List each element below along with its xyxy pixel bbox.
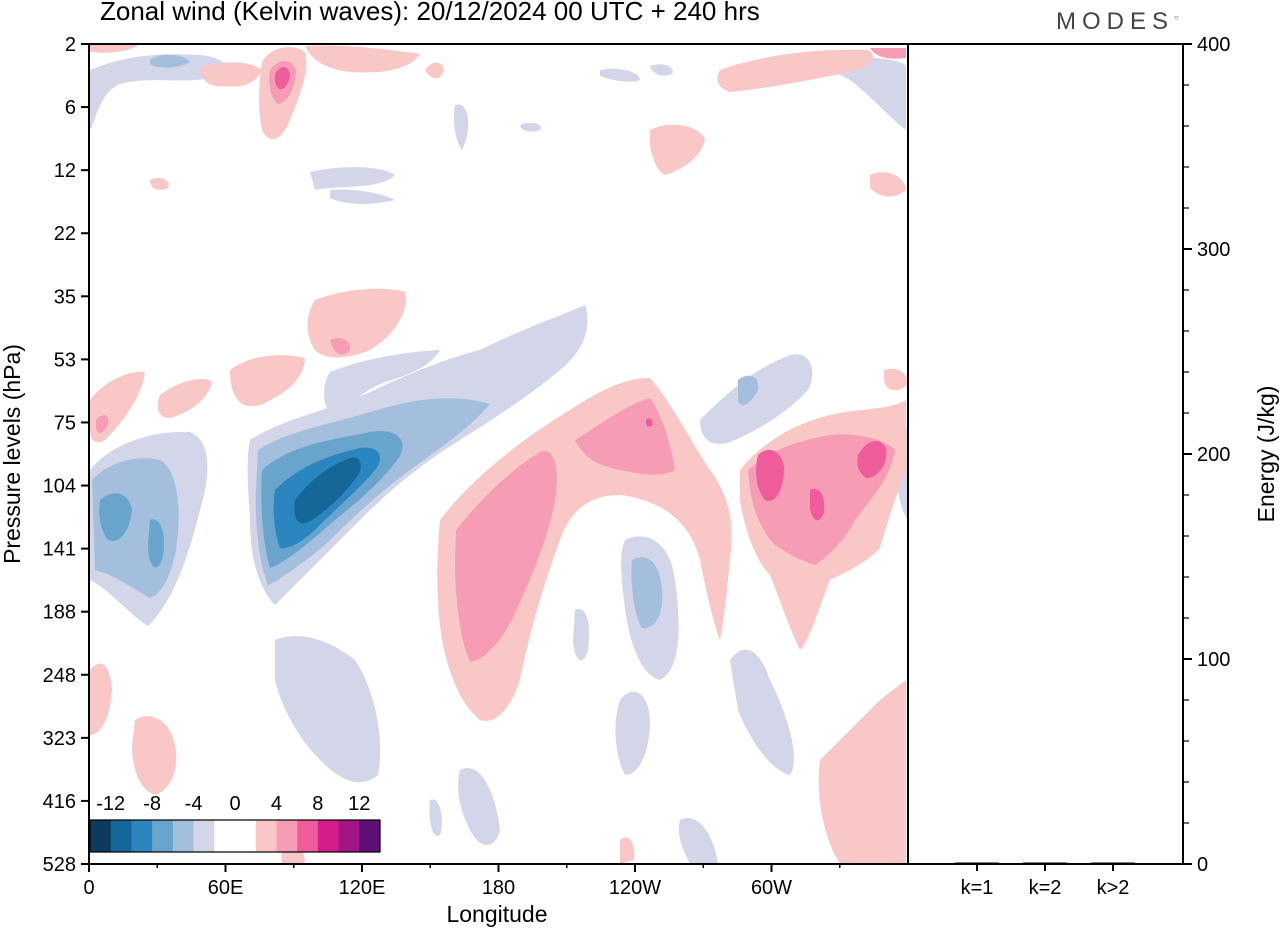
heatmap-field — [90, 44, 908, 864]
energy-axis: 0 100 200 300 400 — [1183, 34, 1230, 876]
x-tick-label: 120W — [609, 877, 661, 899]
colorbar-swatch — [152, 820, 174, 852]
y-tick-label: 2 — [65, 34, 76, 56]
colorbar-label: -8 — [143, 793, 161, 815]
y-tick-label: 12 — [54, 160, 76, 182]
colorbar-swatch — [214, 820, 236, 852]
y-tick-label: 416 — [43, 791, 76, 813]
colorbar-label: 0 — [229, 793, 240, 815]
y-tick-label: 53 — [54, 349, 76, 371]
energy-tick-label: 100 — [1197, 649, 1230, 671]
x-tick-label: 0 — [83, 877, 94, 899]
colorbar-swatch — [131, 820, 153, 852]
negative-anomalies — [90, 54, 908, 864]
y-tick-label: 528 — [43, 854, 76, 876]
colorbar-label: -4 — [185, 793, 203, 815]
colorbar-swatch — [172, 820, 194, 852]
energy-tick-label: 400 — [1197, 34, 1230, 56]
energy-axis-title: Energy (J/kg) — [1253, 386, 1279, 523]
colorbar-swatch — [90, 820, 112, 852]
chart-title: Zonal wind (Kelvin waves): 20/12/2024 00… — [100, 0, 760, 26]
y-tick-label: 104 — [43, 476, 76, 498]
colorbar-swatch — [255, 820, 277, 852]
energy-bar — [1023, 862, 1067, 864]
energy-bar — [955, 862, 999, 864]
modes-logo: MODES○ — [1056, 8, 1179, 35]
energy-tick-label: 300 — [1197, 239, 1230, 261]
colorbar: -12 -8 -4 0 4 8 12 — [89, 793, 381, 853]
colorbar-label: -12 — [96, 793, 125, 815]
x-tick-label: 60W — [751, 877, 792, 899]
x-tick-label: 180 — [482, 877, 515, 899]
positive-anomalies — [90, 44, 908, 864]
longitude-axis: 0 60E 120E 180 120W 60W — [83, 864, 841, 899]
colorbar-swatch — [338, 820, 360, 852]
colorbar-label: 12 — [348, 793, 370, 815]
bar-category-label: k>2 — [1097, 877, 1130, 899]
y-tick-label: 35 — [54, 286, 76, 308]
energy-tick-label: 0 — [1197, 854, 1208, 876]
bar-category-label: k=1 — [961, 877, 994, 899]
y-tick-label: 323 — [43, 728, 76, 750]
colorbar-swatch — [235, 820, 257, 852]
colorbar-swatch — [297, 820, 319, 852]
colorbar-frame — [89, 819, 381, 853]
colorbar-swatch — [317, 820, 339, 852]
x-axis-title: Longitude — [446, 901, 547, 927]
colorbar-swatch — [193, 820, 215, 852]
colorbar-label: 4 — [271, 793, 282, 815]
energy-tick-label: 200 — [1197, 444, 1230, 466]
colorbar-swatch — [110, 820, 132, 852]
bar-category-label: k=2 — [1029, 877, 1062, 899]
pressure-axis: 2 6 12 22 35 53 75 104 141 188 248 323 416 528 — [43, 34, 89, 876]
energy-bars: k=1 k=2 k>2 — [955, 862, 1135, 899]
y-tick-label: 248 — [43, 665, 76, 687]
colorbar-swatch — [276, 820, 298, 852]
y-tick-label: 75 — [54, 412, 76, 434]
y-tick-label: 188 — [43, 602, 76, 624]
energy-bar — [1091, 862, 1135, 864]
colorbar-swatch — [359, 820, 381, 852]
colorbar-label: 8 — [312, 793, 323, 815]
y-tick-label: 22 — [54, 223, 76, 245]
x-tick-label: 60E — [208, 877, 244, 899]
x-tick-label: 120E — [339, 877, 386, 899]
logo-text: MODES — [1056, 8, 1175, 35]
y-axis-title: Pressure levels (hPa) — [0, 344, 25, 564]
y-tick-label: 141 — [43, 539, 76, 561]
y-tick-label: 6 — [65, 97, 76, 119]
